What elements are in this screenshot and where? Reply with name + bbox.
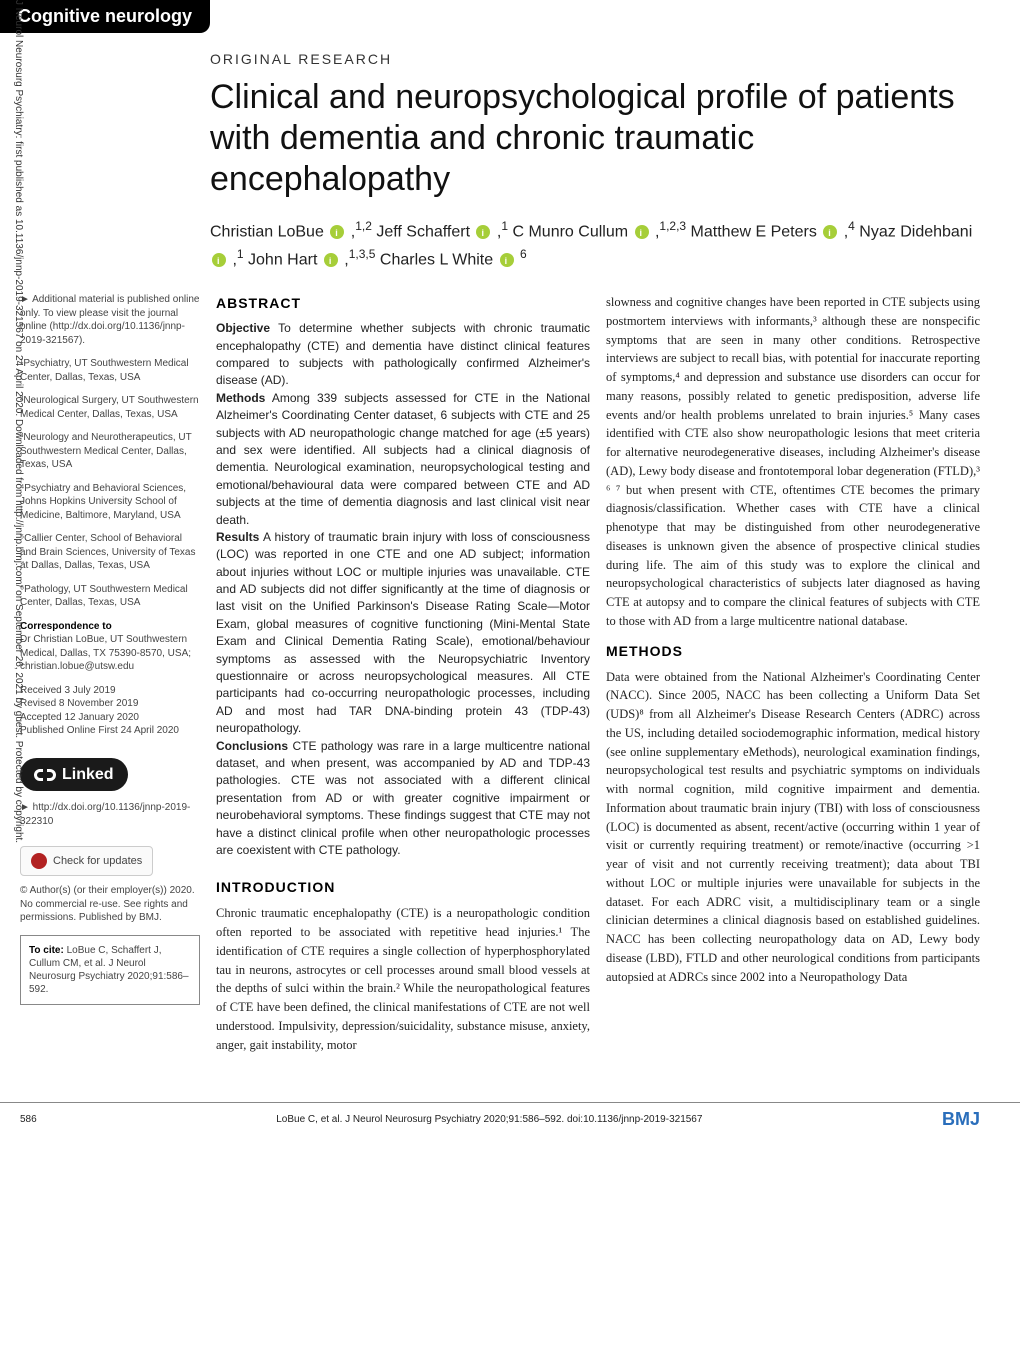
copyright-sidebar: J Neurol Neurosurg Psychiatry: first pub…	[12, 0, 25, 1359]
author-list: Christian LoBue ,1,2 Jeff Schaffert ,1 C…	[210, 217, 980, 273]
methods-text: Among 339 subjects assessed for CTE in t…	[216, 391, 590, 527]
results-text: A history of traumatic brain injury with…	[216, 530, 590, 735]
methods-p1: Data were obtained from the National Alz…	[606, 668, 980, 987]
link-icon	[34, 767, 56, 783]
footer-citation: LoBue C, et al. J Neurol Neurosurg Psych…	[276, 1114, 702, 1125]
column-2: slowness and cognitive changes have been…	[606, 293, 980, 1064]
linked-badge: Linked	[20, 758, 128, 792]
affiliation-4: ⁴Psychiatry and Behavioral Sciences, Joh…	[20, 482, 200, 523]
column-1: ABSTRACT Objective To determine whether …	[216, 293, 590, 1064]
affiliation-6: ⁶Pathology, UT Southwestern Medical Cent…	[20, 583, 200, 610]
methods-heading: METHODS	[606, 641, 980, 662]
affiliation-3: ³Neurology and Neurotherapeutics, UT Sou…	[20, 431, 200, 472]
article-dates: Received 3 July 2019 Revised 8 November …	[20, 684, 200, 738]
article-type: ORIGINAL RESEARCH	[210, 51, 1020, 67]
methods-label: Methods	[216, 391, 265, 405]
results-label: Results	[216, 530, 259, 544]
page-footer: 586 LoBue C, et al. J Neurol Neurosurg P…	[0, 1102, 1020, 1142]
affiliation-5: ⁵Callier Center, School of Behavioral an…	[20, 532, 200, 573]
linked-label: Linked	[62, 764, 114, 786]
introduction-p2: slowness and cognitive changes have been…	[606, 293, 980, 631]
objective-label: Objective	[216, 321, 270, 335]
sidebar: ► Additional material is published onlin…	[20, 293, 200, 1064]
conclusions-text: CTE pathology was rare in a large multic…	[216, 739, 590, 857]
bmj-logo: BMJ	[942, 1109, 980, 1130]
journal-section-bar: Cognitive neurology	[0, 0, 210, 33]
abstract-heading: ABSTRACT	[216, 293, 590, 314]
correspondence-label: Correspondence to	[20, 621, 112, 632]
objective-text: To determine whether subjects with chron…	[216, 321, 590, 387]
introduction-p1: Chronic traumatic encephalopathy (CTE) i…	[216, 904, 590, 1054]
introduction-heading: INTRODUCTION	[216, 877, 590, 898]
affiliation-2: ²Neurological Surgery, UT Southwestern M…	[20, 394, 200, 421]
affiliation-1: ¹Psychiatry, UT Southwestern Medical Cen…	[20, 357, 200, 384]
article-title: Clinical and neuropsychological profile …	[210, 77, 980, 199]
citation-box: To cite: LoBue C, Schaffert J, Cullum CM…	[20, 935, 200, 1005]
correspondence-text: Dr Christian LoBue, UT Southwestern Medi…	[20, 634, 191, 672]
check-updates-label: Check for updates	[53, 854, 142, 869]
check-updates-button[interactable]: Check for updates	[20, 846, 153, 876]
copyright-text: © Author(s) (or their employer(s)) 2020.…	[20, 884, 200, 925]
linked-doi[interactable]: ► http://dx.doi.org/10.1136/jnnp-2019-32…	[20, 801, 200, 828]
cite-label: To cite:	[29, 945, 64, 956]
conclusions-label: Conclusions	[216, 739, 288, 753]
crossmark-icon	[31, 853, 47, 869]
supplementary-note: ► Additional material is published onlin…	[20, 293, 200, 347]
